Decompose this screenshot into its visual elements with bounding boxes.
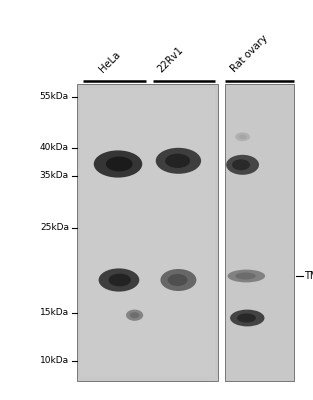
Ellipse shape [237, 313, 256, 323]
Ellipse shape [232, 159, 250, 170]
Ellipse shape [230, 310, 264, 326]
Text: TMEM126A: TMEM126A [304, 271, 313, 281]
Text: 10kDa: 10kDa [40, 356, 69, 365]
Ellipse shape [94, 150, 142, 178]
Ellipse shape [226, 155, 259, 175]
Text: 22Rv1: 22Rv1 [156, 44, 186, 74]
Bar [225, 84, 294, 381]
Text: 35kDa: 35kDa [40, 172, 69, 180]
Text: 25kDa: 25kDa [40, 224, 69, 232]
Text: 55kDa: 55kDa [40, 92, 69, 101]
Ellipse shape [99, 268, 139, 292]
Ellipse shape [165, 154, 190, 168]
Ellipse shape [106, 156, 133, 172]
Ellipse shape [239, 134, 247, 139]
Text: Rat ovary: Rat ovary [229, 33, 270, 74]
Text: 40kDa: 40kDa [40, 144, 69, 152]
Ellipse shape [235, 272, 256, 280]
Text: 15kDa: 15kDa [40, 308, 69, 317]
Ellipse shape [168, 274, 187, 286]
Ellipse shape [160, 269, 197, 291]
Ellipse shape [126, 310, 143, 321]
Ellipse shape [235, 132, 250, 141]
Text: HeLa: HeLa [97, 49, 122, 74]
Ellipse shape [156, 148, 201, 174]
Bar [80, 88, 215, 377]
Bar [77, 84, 218, 381]
Ellipse shape [228, 270, 265, 282]
Ellipse shape [130, 312, 139, 318]
Ellipse shape [109, 274, 131, 286]
